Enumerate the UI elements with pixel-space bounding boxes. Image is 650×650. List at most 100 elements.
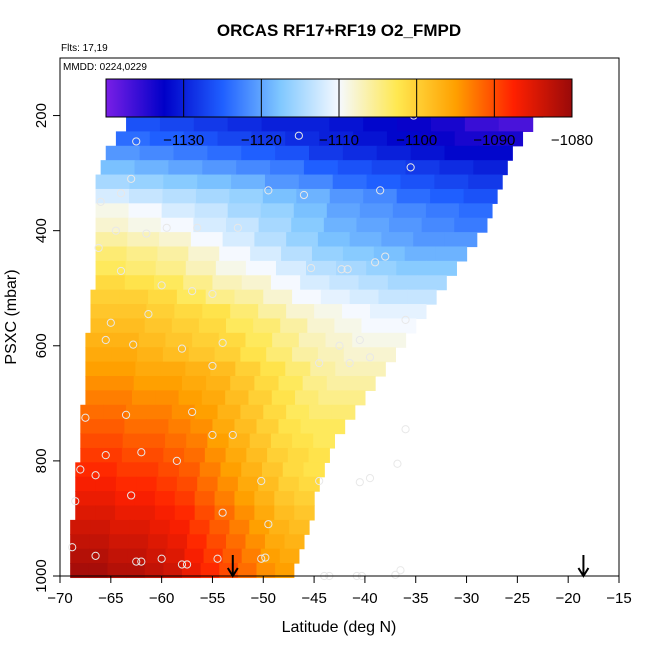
heatmap-cell: [129, 174, 164, 190]
heatmap-cell: [478, 145, 513, 161]
sample-point: [315, 476, 324, 486]
x-axis: −70 −65 −60 −55 −50 −45 −40 −35 −30 −25 −20 −15: [47, 576, 632, 607]
heatmap-cell: [189, 519, 211, 535]
heatmap-cell: [430, 188, 465, 204]
heatmap-cell: [343, 347, 371, 363]
heatmap-cell: [109, 534, 130, 550]
heatmap-cell: [202, 160, 237, 176]
heatmap-cell: [262, 188, 297, 204]
heatmap-cell: [378, 289, 408, 305]
heatmap-cell: [186, 433, 208, 449]
heatmap-cell: [363, 116, 398, 132]
heatmap-cell: [198, 318, 227, 334]
heatmap-cell: [107, 563, 127, 579]
heatmap-cell: [90, 289, 120, 305]
x-tick-label: −30: [454, 590, 479, 607]
heatmap-cell: [241, 548, 262, 564]
heatmap-cell: [158, 462, 180, 478]
sample-point: [257, 554, 266, 563]
x-tick-label: −50: [251, 590, 276, 607]
sample-point: [345, 358, 354, 368]
heatmap-cell: [300, 275, 330, 291]
heatmap-cell: [245, 332, 273, 348]
heatmap-cell: [439, 160, 474, 176]
sample-point: [68, 543, 77, 552]
heatmap-cell: [193, 217, 227, 233]
sample-point: [91, 471, 100, 480]
heatmap-cell: [378, 332, 407, 348]
sample-point: [365, 474, 375, 483]
heatmap-cell: [148, 289, 178, 305]
heatmap-cell: [128, 217, 162, 233]
heatmap-cell: [264, 534, 286, 550]
y-tick-label: 400: [33, 218, 50, 243]
x-axis-label: Latitude (deg N): [282, 619, 397, 636]
heatmap-cell: [435, 246, 468, 262]
heatmap-cell: [369, 347, 396, 363]
heatmap-cell: [185, 260, 217, 276]
heatmap-cell: [468, 174, 503, 190]
heatmap-cell: [261, 116, 297, 132]
sample-point: [132, 137, 141, 146]
heatmap-cell: [358, 275, 389, 291]
heatmap-cell: [293, 203, 328, 219]
heatmap-cell: [317, 232, 351, 248]
heatmap-cell: [267, 447, 289, 463]
heatmap-cell: [308, 447, 330, 463]
heatmap-cell: [207, 433, 230, 449]
heatmap-cell: [322, 419, 346, 435]
heatmap-cell: [284, 534, 305, 550]
colorbar-tick-label: −1080: [551, 132, 593, 149]
sample-point: [177, 344, 187, 353]
heatmap-cell: [270, 160, 305, 176]
sample-point: [396, 566, 405, 575]
heatmap-cell: [254, 232, 287, 248]
sample-point: [132, 557, 141, 566]
colorbar-tick-label: −1110: [319, 132, 359, 149]
heatmap-cell: [146, 548, 167, 564]
heatmap-cell: [134, 491, 156, 507]
sample-point: [142, 229, 151, 238]
sample-point: [127, 174, 136, 183]
sample-point: [208, 430, 217, 440]
sample-point: [188, 287, 197, 296]
heatmap-cell: [134, 160, 170, 176]
sample-point: [193, 223, 202, 232]
heatmap-cell: [206, 534, 227, 550]
heatmap-cell: [217, 404, 242, 420]
sample-point: [129, 340, 138, 349]
sample-point: [370, 258, 380, 267]
sample-point: [116, 266, 126, 276]
heatmap-cell: [70, 519, 91, 535]
heatmap-cell: [89, 534, 110, 550]
heatmap-cell: [157, 246, 189, 262]
heatmap-cell: [271, 390, 296, 406]
chart-title: ORCAS RF17+RF19 O2_FMPD: [217, 21, 461, 40]
heatmap-cell: [178, 390, 203, 406]
sample-point: [101, 335, 110, 345]
heatmap-cell: [371, 160, 407, 176]
heatmap-cell: [126, 116, 161, 132]
heatmap-cell: [260, 203, 295, 219]
heatmap-cell: [245, 260, 277, 276]
heatmap-cell: [143, 433, 166, 449]
heatmap-cell: [197, 174, 232, 190]
heatmap-cell: [168, 160, 203, 176]
sample-point: [406, 163, 415, 172]
sample-point: [188, 407, 197, 417]
heatmap-cell: [204, 447, 227, 463]
heatmap-cell: [329, 188, 364, 204]
heatmap-cell: [122, 433, 145, 449]
heatmap-cell: [326, 203, 361, 219]
heatmap-cell: [292, 289, 322, 305]
heatmap-cell: [126, 246, 158, 262]
heatmap-cell: [154, 491, 176, 507]
sample-point: [393, 459, 402, 468]
heatmap-cell: [309, 145, 344, 161]
heatmap-cell: [266, 347, 293, 363]
heatmap-cell: [108, 390, 133, 406]
colorbar-tick-label: −1130: [163, 132, 204, 149]
heatmap-cell: [160, 361, 186, 377]
heatmap-cell: [360, 361, 386, 377]
heatmap-cell: [146, 304, 175, 320]
